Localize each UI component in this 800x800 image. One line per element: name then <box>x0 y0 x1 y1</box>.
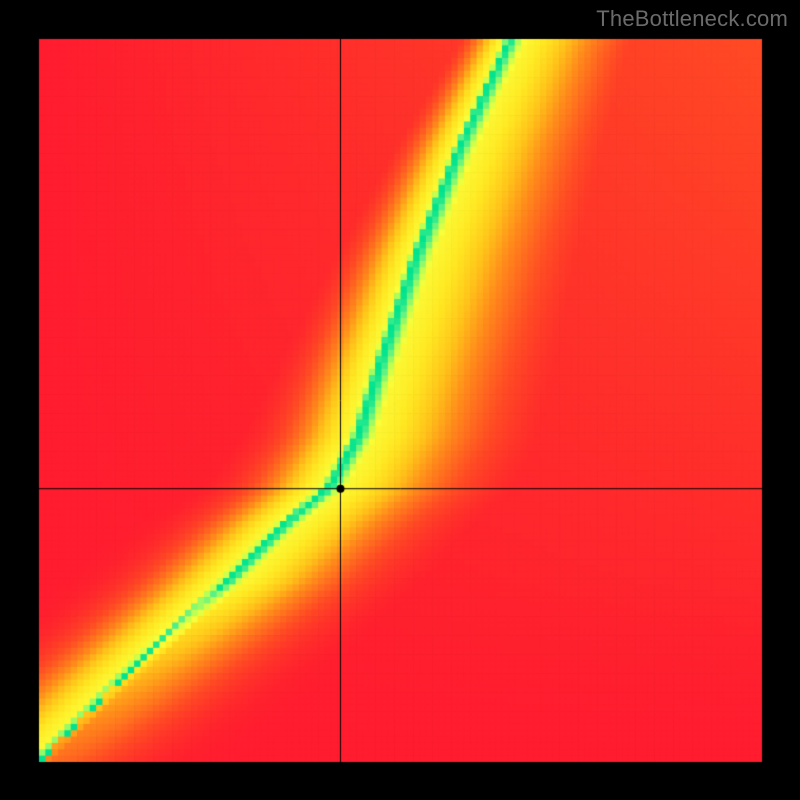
bottleneck-heatmap <box>0 0 800 800</box>
watermark-text: TheBottleneck.com <box>596 6 788 32</box>
